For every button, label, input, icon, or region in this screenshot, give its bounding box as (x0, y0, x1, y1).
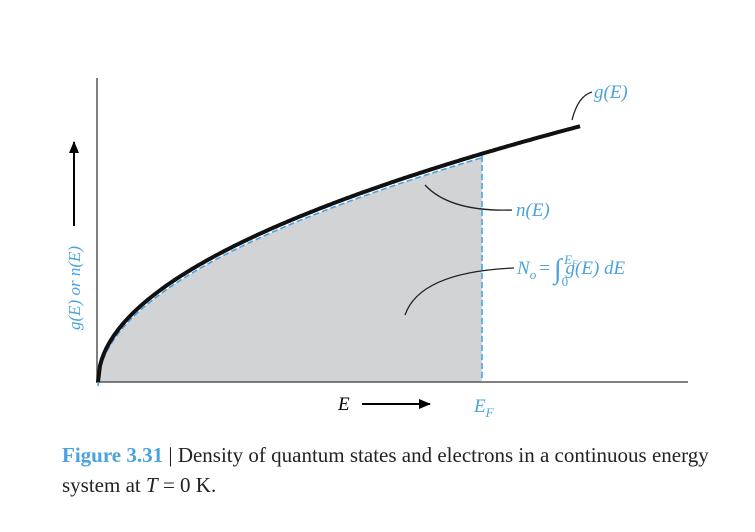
caption-text: | Density of quantum states and electron… (62, 443, 709, 497)
caption-variable: T (146, 473, 158, 497)
n-curve (97, 156, 483, 387)
fermi-sub: F (485, 405, 495, 420)
filled-label: n(E) (516, 200, 550, 221)
caption-label: Figure 3.31 (62, 443, 164, 467)
integral-lower: 0 (562, 274, 569, 289)
integrand: g(E) dE (566, 258, 626, 279)
integral-lhs-sub: o (530, 267, 537, 282)
integral-upper-sub: F (571, 259, 578, 269)
integral-upper: E (563, 252, 572, 267)
leader (404, 267, 515, 316)
g-curve (96, 124, 581, 383)
y-axis-label: g(E) or n(E) (65, 246, 84, 330)
electron-area (98, 157, 482, 386)
integral-equals: = (539, 258, 550, 279)
integral-label: No = ∫0 EFg(E) dE (516, 252, 626, 289)
caption-tail: = 0 K. (162, 473, 217, 497)
leader (571, 91, 593, 121)
caption: Figure 3.31 | Density of quantum states … (62, 440, 722, 500)
integral-sign: ∫ (552, 254, 564, 286)
fermi-label: EF (473, 396, 495, 420)
fermi-base: E (473, 396, 486, 417)
x-axis-label: E (337, 394, 350, 415)
leader (424, 184, 513, 211)
diagram: g(E) n(E) No = ∫0EFg(E) dE E EF g(E) or n(… (65, 78, 688, 420)
curve-label: g(E) (594, 82, 628, 103)
integral-lhs: N (516, 258, 531, 279)
